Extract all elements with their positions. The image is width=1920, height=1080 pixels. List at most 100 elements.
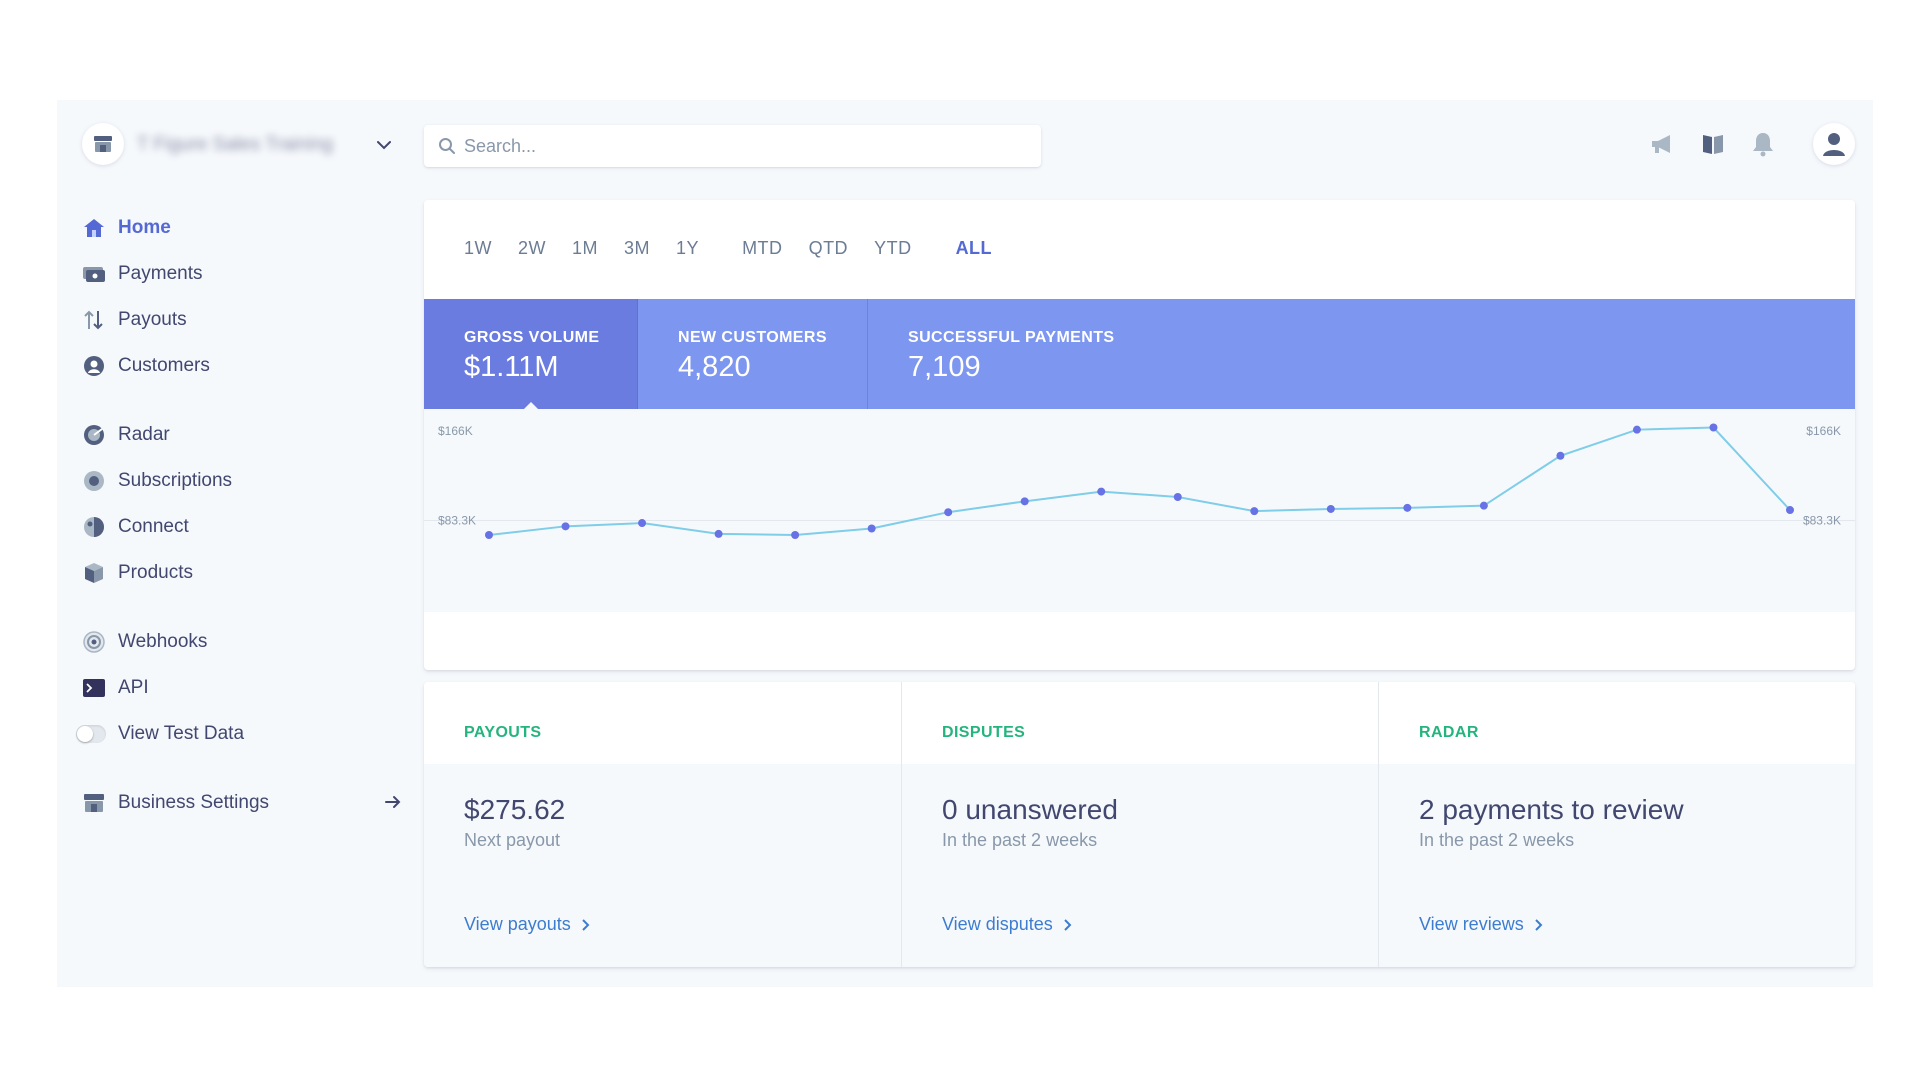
store-icon — [94, 136, 112, 152]
sidebar-item-subscriptions[interactable]: Subscriptions — [82, 458, 402, 504]
range-1m[interactable]: 1M — [572, 238, 599, 258]
column-value: 0 unanswered — [942, 794, 1118, 825]
data-point[interactable] — [1250, 507, 1259, 516]
sidebar-item-view-test-data[interactable]: View Test Data — [76, 711, 402, 757]
y-tick-label-left: $83.3K — [438, 514, 476, 528]
data-point[interactable] — [1326, 504, 1335, 513]
data-point[interactable] — [714, 529, 723, 538]
view-reviews-link[interactable]: View reviews — [1419, 914, 1544, 935]
range-1w[interactable]: 1W — [464, 238, 492, 258]
sidebar-item-label: Connect — [118, 516, 189, 537]
data-point[interactable] — [1786, 506, 1794, 515]
data-point[interactable] — [638, 519, 647, 528]
sidebar-item-label: Webhooks — [118, 631, 208, 652]
view-payouts-link[interactable]: View payouts — [464, 914, 591, 935]
store-icon — [82, 791, 106, 815]
metric-value: $1.11M — [464, 351, 559, 383]
data-point[interactable] — [1020, 497, 1029, 506]
sidebar-item-payouts[interactable]: Payouts — [82, 297, 402, 343]
sidebar-item-label: Subscriptions — [118, 470, 233, 491]
link-label: View payouts — [464, 914, 571, 934]
data-point[interactable] — [561, 522, 570, 531]
arrow-right-icon[interactable] — [384, 793, 402, 811]
metric-label: SUCCESSFUL PAYMENTS — [908, 329, 1115, 346]
sidebar-item-label: Payouts — [118, 309, 187, 330]
range-1y[interactable]: 1Y — [676, 238, 700, 258]
column-title: PAYOUTS — [464, 724, 542, 741]
data-point[interactable] — [1173, 493, 1182, 501]
sidebar-item-label: Products — [118, 562, 193, 583]
y-tick-label-right: $83.3K — [1803, 514, 1841, 528]
summary-card: PAYOUTS $275.62 Next payout View payouts… — [424, 682, 1855, 967]
sidebar-item-api[interactable]: API — [82, 665, 402, 711]
data-point[interactable] — [485, 531, 493, 539]
sidebar-item-products[interactable]: Products — [82, 550, 402, 596]
disputes-column: DISPUTES 0 unanswered In the past 2 week… — [901, 682, 1378, 967]
sidebar-item-business-settings[interactable]: Business Settings — [82, 780, 402, 826]
customers-icon — [82, 354, 106, 378]
subscriptions-icon — [82, 469, 106, 493]
range-mtd[interactable]: MTD — [742, 238, 783, 258]
sidebar-item-customers[interactable]: Customers — [82, 343, 402, 389]
sidebar-item-radar[interactable]: Radar — [82, 412, 402, 458]
column-value: 2 payments to review — [1419, 794, 1684, 825]
sidebar-item-connect[interactable]: Connect — [82, 504, 402, 550]
data-point[interactable] — [867, 524, 876, 533]
search-icon — [439, 138, 455, 154]
sidebar-item-payments[interactable]: Payments — [82, 251, 402, 297]
search-bar[interactable] — [424, 125, 1041, 167]
data-point[interactable] — [1632, 425, 1641, 434]
chevron-right-icon — [1535, 918, 1543, 931]
data-point[interactable] — [1403, 503, 1412, 512]
column-caption: In the past 2 weeks — [942, 830, 1098, 850]
search-input[interactable] — [464, 135, 1024, 157]
sidebar: Home Payments Payouts Customers Radar Su… — [76, 205, 402, 826]
metric-gross-volume[interactable]: GROSS VOLUME $1.11M — [424, 299, 638, 410]
payouts-column: PAYOUTS $275.62 Next payout View payouts — [424, 682, 901, 967]
metric-new-customers[interactable]: NEW CUSTOMERS 4,820 — [638, 299, 868, 409]
line-chart: $166K $166K $83.3K $83.3K — [424, 409, 1855, 612]
book-icon[interactable] — [1699, 130, 1727, 158]
chevron-right-icon — [1064, 918, 1072, 931]
range-3m[interactable]: 3M — [624, 238, 651, 258]
metric-successful-payments[interactable]: SUCCESSFUL PAYMENTS 7,109 — [868, 299, 1268, 409]
webhooks-icon — [82, 630, 106, 654]
data-point[interactable] — [1709, 423, 1718, 432]
test-data-toggle[interactable] — [76, 725, 106, 743]
megaphone-icon[interactable] — [1649, 130, 1677, 158]
sidebar-item-label: Customers — [118, 355, 210, 376]
line-chart-svg: $166K $166K $83.3K $83.3K — [424, 423, 1855, 539]
bell-icon[interactable] — [1749, 130, 1777, 158]
top-icons — [1649, 123, 1855, 165]
range-2w[interactable]: 2W — [518, 238, 546, 258]
sidebar-item-label: Business Settings — [118, 792, 270, 813]
column-caption: Next payout — [464, 830, 561, 850]
sidebar-item-webhooks[interactable]: Webhooks — [82, 619, 402, 665]
chevron-right-icon — [582, 918, 590, 931]
chevron-down-icon[interactable] — [375, 136, 393, 154]
account-store-button[interactable] — [82, 123, 124, 165]
range-ytd[interactable]: YTD — [874, 238, 912, 258]
column-value: $275.62 — [464, 794, 566, 825]
sidebar-item-label: API — [118, 677, 149, 698]
connect-icon — [82, 515, 106, 539]
sidebar-item-home[interactable]: Home — [82, 205, 402, 251]
data-point[interactable] — [791, 531, 800, 539]
data-point[interactable] — [1097, 487, 1106, 496]
range-all[interactable]: ALL — [955, 238, 993, 258]
data-point[interactable] — [944, 508, 953, 517]
nav-spacer — [82, 596, 402, 619]
account-name[interactable]: T Figure Sales Training — [137, 134, 334, 155]
user-avatar[interactable] — [1813, 123, 1855, 165]
range-qtd[interactable]: QTD — [808, 238, 849, 258]
data-point[interactable] — [1556, 451, 1565, 460]
home-icon — [82, 216, 106, 240]
terminal-icon — [82, 676, 106, 700]
view-disputes-link[interactable]: View disputes — [942, 914, 1073, 935]
sidebar-item-label: Payments — [118, 263, 203, 284]
data-point[interactable] — [1479, 501, 1488, 510]
metric-label: NEW CUSTOMERS — [678, 329, 827, 346]
column-title: RADAR — [1419, 724, 1479, 741]
link-label: View reviews — [1419, 914, 1524, 934]
metrics-bar: GROSS VOLUME $1.11M NEW CUSTOMERS 4,820 … — [424, 299, 1855, 410]
